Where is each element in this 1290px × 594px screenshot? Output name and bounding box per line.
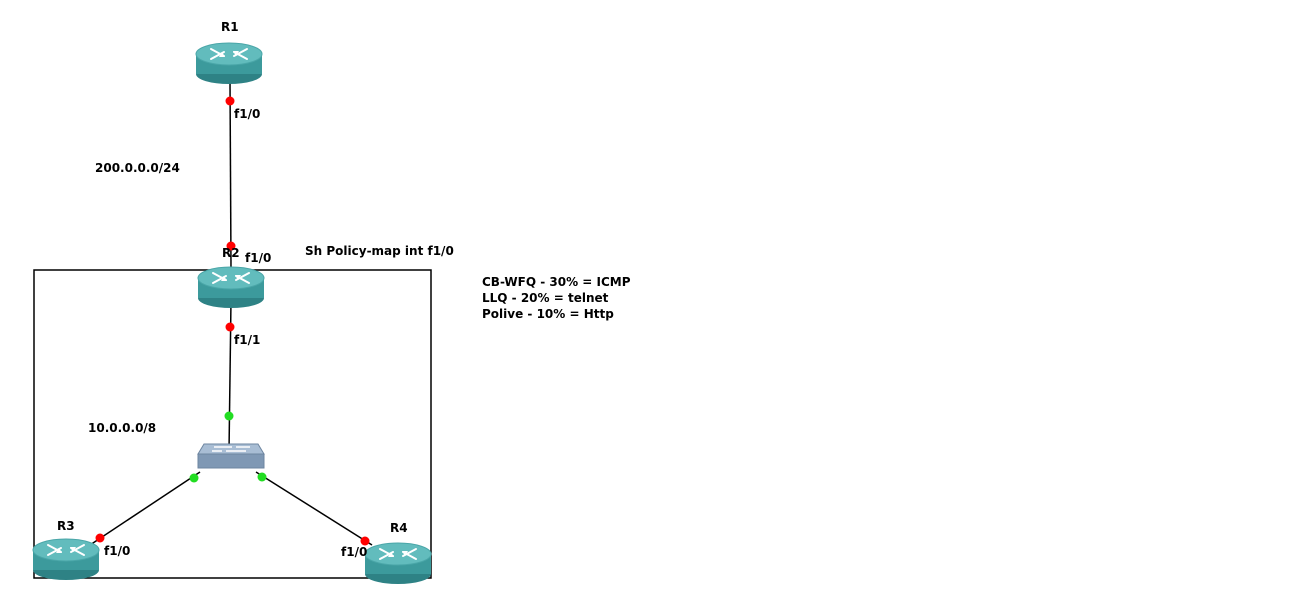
port-label-r1-f10: f1/0	[234, 107, 260, 121]
switch-icon	[197, 443, 265, 469]
port-label-r2-f11: f1/1	[234, 333, 260, 347]
router-r2[interactable]	[197, 266, 265, 309]
port-dot-switch-up	[224, 411, 234, 421]
port-dot-r2-f10	[226, 241, 236, 251]
qos-note-line-3: Polive - 10% = Http	[482, 307, 614, 321]
device-label-r2: R2	[222, 246, 240, 260]
router-icon	[32, 538, 100, 581]
router-r1[interactable]	[195, 42, 263, 85]
device-label-r3: R3	[57, 519, 75, 533]
link-r1-r2	[229, 79, 232, 269]
port-dot-r3-f10	[95, 533, 105, 543]
router-icon	[197, 266, 265, 309]
device-label-r4: R4	[390, 521, 408, 535]
router-icon	[195, 42, 263, 85]
network-label-lan: 10.0.0.0/8	[88, 421, 156, 435]
port-dot-r1-f10	[225, 96, 235, 106]
port-dot-r2-f11	[225, 322, 235, 332]
router-r4[interactable]	[364, 542, 432, 585]
network-label-wan: 200.0.0.0/24	[95, 161, 180, 175]
port-label-r2-f10: f1/0	[245, 251, 271, 265]
router-icon	[364, 542, 432, 585]
device-label-r1: R1	[221, 20, 239, 34]
port-dot-switch-right	[257, 472, 267, 482]
command-note: Sh Policy-map int f1/0	[305, 244, 454, 258]
router-r3[interactable]	[32, 538, 100, 581]
port-dot-r4-f10	[360, 536, 370, 546]
port-dot-switch-left	[189, 473, 199, 483]
switch-sw1[interactable]	[197, 443, 265, 469]
port-label-r4-f10: f1/0	[341, 545, 367, 559]
port-label-r3-f10: f1/0	[104, 544, 130, 558]
link-switch-r4	[255, 471, 373, 546]
qos-note-line-2: LLQ - 20% = telnet	[482, 291, 609, 305]
link-switch-r3	[89, 471, 201, 546]
qos-note-line-1: CB-WFQ - 30% = ICMP	[482, 275, 631, 289]
